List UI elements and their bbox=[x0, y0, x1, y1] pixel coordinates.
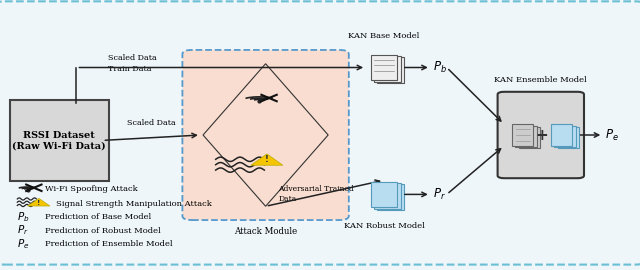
Text: Wi-Fi Spoofing Attack: Wi-Fi Spoofing Attack bbox=[45, 185, 138, 193]
Text: Scaled Data: Scaled Data bbox=[108, 54, 157, 62]
Polygon shape bbox=[28, 198, 50, 206]
Text: Attack Module: Attack Module bbox=[234, 227, 297, 236]
Text: KAN Base Model: KAN Base Model bbox=[348, 32, 420, 40]
Text: !: ! bbox=[37, 200, 41, 206]
FancyBboxPatch shape bbox=[515, 126, 536, 147]
FancyBboxPatch shape bbox=[552, 124, 573, 146]
FancyBboxPatch shape bbox=[371, 55, 397, 80]
FancyBboxPatch shape bbox=[512, 124, 534, 146]
FancyBboxPatch shape bbox=[498, 92, 584, 178]
Text: RSSI Dataset
(Raw Wi-Fi Data): RSSI Dataset (Raw Wi-Fi Data) bbox=[12, 131, 106, 150]
Text: Scaled Data: Scaled Data bbox=[127, 119, 176, 127]
FancyBboxPatch shape bbox=[518, 127, 540, 148]
Text: KAN Robust Model: KAN Robust Model bbox=[344, 222, 424, 230]
Text: $\boldsymbol{P_e}$: $\boldsymbol{P_e}$ bbox=[605, 127, 619, 143]
Text: $\boldsymbol{P_b}$: $\boldsymbol{P_b}$ bbox=[433, 60, 447, 75]
Text: Train Data: Train Data bbox=[108, 65, 152, 73]
Text: $P_b$: $P_b$ bbox=[17, 210, 30, 224]
Text: $P_r$: $P_r$ bbox=[17, 224, 29, 238]
FancyBboxPatch shape bbox=[377, 184, 404, 210]
Text: $P_e$: $P_e$ bbox=[17, 237, 29, 251]
Text: Prediction of Base Model: Prediction of Base Model bbox=[45, 213, 151, 221]
FancyBboxPatch shape bbox=[374, 56, 401, 82]
FancyBboxPatch shape bbox=[10, 100, 109, 181]
Text: +: + bbox=[536, 127, 548, 143]
FancyBboxPatch shape bbox=[377, 57, 404, 83]
Polygon shape bbox=[251, 154, 283, 165]
Text: Adversarial Trained
Data: Adversarial Trained Data bbox=[278, 185, 355, 202]
Text: $\boldsymbol{P_r}$: $\boldsymbol{P_r}$ bbox=[433, 187, 445, 202]
FancyBboxPatch shape bbox=[374, 183, 401, 208]
FancyBboxPatch shape bbox=[554, 126, 575, 147]
FancyBboxPatch shape bbox=[0, 1, 640, 265]
FancyBboxPatch shape bbox=[371, 181, 397, 207]
FancyBboxPatch shape bbox=[557, 127, 579, 148]
FancyBboxPatch shape bbox=[182, 50, 349, 220]
Text: !: ! bbox=[265, 155, 269, 164]
Text: KAN Ensemble Model: KAN Ensemble Model bbox=[495, 76, 587, 84]
Text: Signal Strength Manipulation Attack: Signal Strength Manipulation Attack bbox=[56, 200, 212, 208]
Text: Prediction of Ensemble Model: Prediction of Ensemble Model bbox=[45, 240, 172, 248]
Text: Prediction of Robust Model: Prediction of Robust Model bbox=[45, 227, 161, 235]
